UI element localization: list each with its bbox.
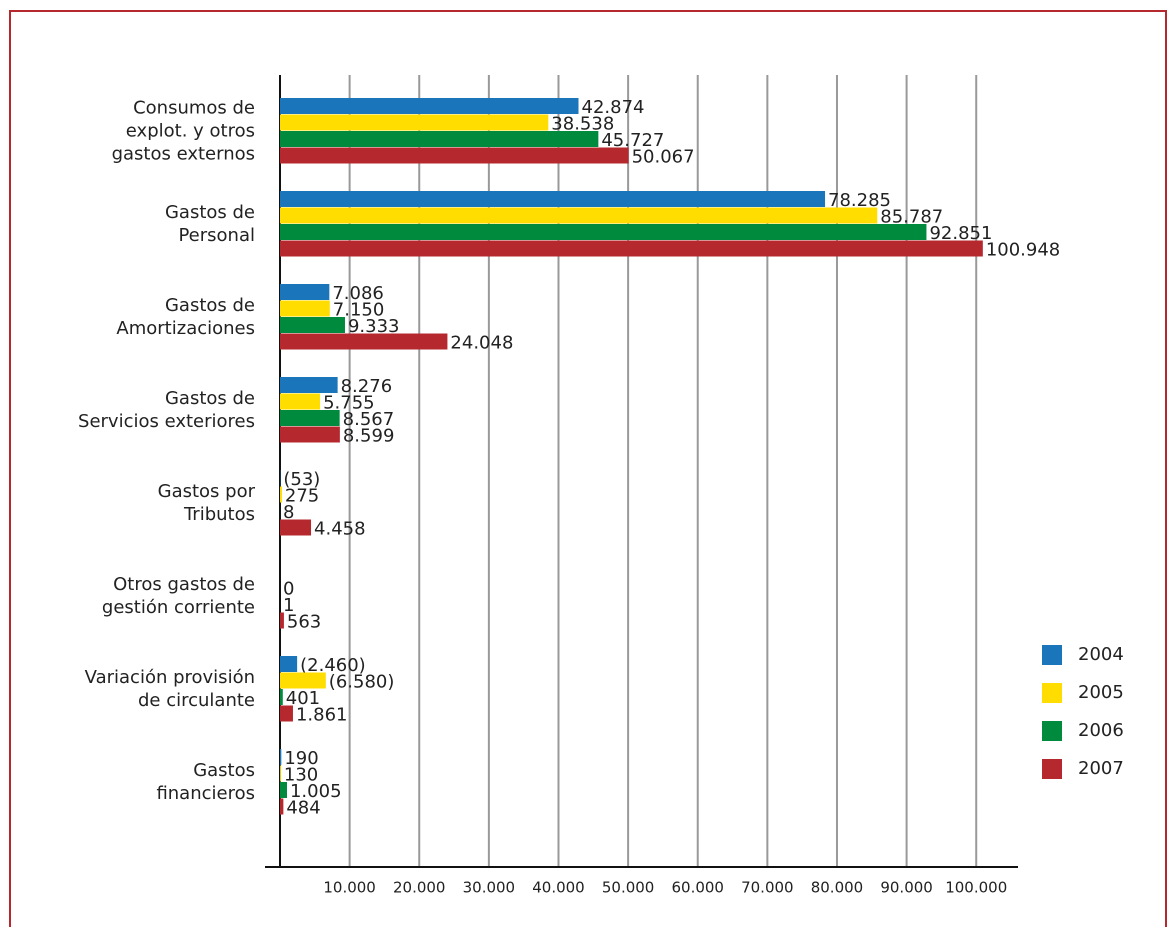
x-tick-label: 50.000: [602, 879, 655, 897]
value-label: 275: [285, 486, 319, 507]
value-label: 5.755: [323, 393, 375, 414]
x-tick-label: 30.000: [463, 879, 516, 897]
x-tick-label: 60.000: [671, 879, 724, 897]
legend-label: 2004: [1078, 644, 1124, 665]
category-label: Gastos de Personal: [164, 202, 255, 246]
value-label: (2.460): [300, 655, 366, 676]
value-label: 100.948: [986, 240, 1060, 261]
bar: [280, 765, 281, 782]
bar: [280, 207, 878, 224]
value-label: (6.580): [329, 672, 395, 693]
bar: [280, 131, 599, 147]
bar: [280, 300, 330, 317]
value-label: 8: [283, 502, 294, 523]
value-label: 1.861: [296, 705, 348, 726]
x-tick-label: 70.000: [741, 879, 794, 897]
category-label: Gastos de Servicios exteriores: [78, 388, 255, 432]
bar: [280, 333, 448, 350]
value-label: 8.567: [343, 409, 395, 430]
legend-swatch: [1042, 683, 1062, 703]
bar: [280, 426, 340, 443]
bar: [280, 191, 826, 207]
value-label: 563: [287, 612, 321, 633]
legend-label: 2005: [1078, 682, 1124, 703]
x-tick-label: 80.000: [811, 879, 864, 897]
category-label: Consumos de explot. y otros gastos exter…: [111, 97, 255, 165]
value-label: 130: [284, 765, 318, 786]
value-label: 4.458: [314, 519, 366, 540]
x-tick-label: 90.000: [880, 879, 933, 897]
x-tick-label: 100.000: [945, 879, 1007, 897]
bar: [280, 798, 284, 815]
frame: [9, 10, 1167, 927]
bar: [280, 317, 345, 333]
bar: [280, 284, 330, 300]
value-label: 45.727: [601, 130, 664, 151]
value-label: 92.851: [929, 223, 992, 244]
value-label: 78.285: [828, 190, 891, 211]
value-label: 50.067: [632, 147, 695, 168]
bar: [280, 240, 983, 257]
bar: [280, 782, 287, 798]
bar: [280, 393, 321, 410]
bar: [280, 749, 282, 765]
legend-label: 2006: [1078, 720, 1124, 741]
value-label: 401: [286, 688, 320, 709]
value-label: 8.276: [341, 376, 393, 397]
category-label: Variación provisión de circulante: [84, 667, 255, 711]
bar: [280, 114, 549, 131]
category-label: Gastos financieros: [156, 760, 255, 804]
x-tick-label: 10.000: [323, 879, 376, 897]
category-label: Gastos por Tributos: [157, 481, 255, 525]
bar: [280, 612, 284, 629]
value-label: 7.150: [333, 300, 385, 321]
bar: [280, 656, 298, 672]
bar: [280, 377, 338, 393]
value-label: 38.538: [551, 114, 614, 135]
x-tick-label: 40.000: [532, 879, 585, 897]
value-label: 190: [284, 748, 318, 769]
bar: [280, 98, 579, 114]
value-label: 24.048: [450, 333, 513, 354]
category-label: Gastos de Amortizaciones: [116, 295, 255, 339]
bar: [280, 410, 340, 426]
value-label: 1.005: [290, 781, 342, 802]
value-label: (53): [283, 469, 320, 490]
bar: [280, 519, 312, 536]
bar: [280, 486, 282, 503]
bar: [280, 689, 283, 705]
value-label: 9.333: [348, 316, 400, 337]
value-label: 7.086: [332, 283, 384, 304]
x-tick-label: 20.000: [393, 879, 446, 897]
value-label: 42.874: [582, 97, 645, 118]
legend-label: 2007: [1078, 758, 1124, 779]
bar: [280, 147, 629, 164]
legend-swatch: [1042, 759, 1062, 779]
bar: [280, 705, 293, 722]
legend-swatch: [1042, 645, 1062, 665]
value-label: 1: [283, 595, 294, 616]
value-label: 85.787: [880, 207, 943, 228]
value-label: 0: [283, 579, 294, 600]
category-label: Otros gastos de gestión corriente: [101, 574, 255, 618]
legend-swatch: [1042, 721, 1062, 741]
bar: [280, 224, 927, 240]
value-label: 484: [286, 798, 320, 819]
bar: [280, 672, 326, 689]
value-label: 8.599: [343, 426, 395, 447]
